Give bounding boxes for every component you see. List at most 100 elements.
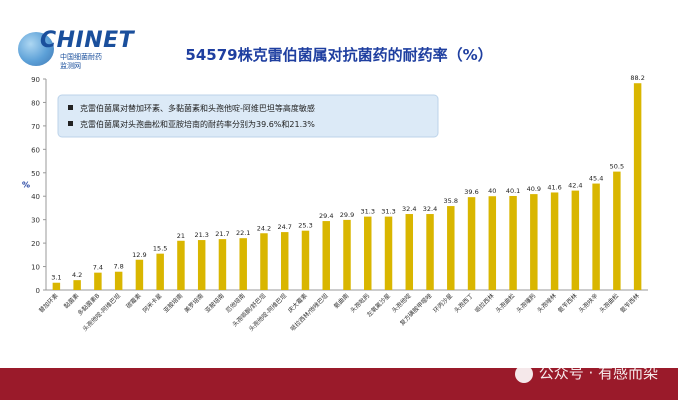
bar — [405, 214, 414, 290]
bar — [550, 192, 559, 290]
bar — [114, 271, 123, 290]
bar — [592, 183, 600, 290]
watermark-text: 公众号 · 有感而染 — [538, 364, 658, 382]
y-tick-label: 70 — [31, 123, 40, 131]
x-tick-label: 头孢西丁 — [452, 292, 475, 315]
bar — [447, 206, 455, 290]
x-tick-label: 替加环素 — [37, 292, 60, 315]
x-tick-label: 阿米卡星 — [141, 292, 164, 315]
x-tick-label: 氨苄西林 — [618, 292, 641, 315]
annotation-line-1: 克雷伯菌属对替加环素、多黏菌素和头孢他啶-阿维巴坦等高度敏感 — [80, 103, 315, 113]
bar — [218, 239, 227, 290]
bar — [488, 196, 497, 290]
logo-subtitle: 中国细菌耐药 — [60, 53, 102, 61]
bar — [571, 190, 580, 290]
bar — [94, 272, 102, 290]
logo-name: CHINET — [40, 28, 135, 53]
bar — [73, 280, 81, 290]
bar-value-label: 3.1 — [51, 274, 61, 282]
x-tick-label: 氨苄西林 — [556, 292, 579, 315]
bar-value-label: 29.4 — [319, 212, 333, 220]
y-tick-label: 40 — [31, 193, 40, 201]
logo-subtitle-2: 监测网 — [60, 62, 81, 70]
bar — [280, 232, 289, 290]
wechat-icon — [514, 364, 533, 383]
bar — [260, 233, 268, 290]
annotation-line-2: 克雷伯菌属对头孢曲松和亚胺培南的耐药率分别为39.6%和21.3% — [80, 119, 315, 129]
bar — [613, 171, 621, 290]
bar — [530, 194, 538, 290]
bar-value-label: 21.3 — [194, 231, 208, 239]
bullet-icon — [68, 105, 73, 110]
bullet-icon — [68, 121, 73, 126]
x-tick-label: 哌拉西林/他唑巴坦 — [289, 292, 330, 333]
y-tick-label: 50 — [31, 170, 40, 178]
bar-value-label: 35.8 — [444, 197, 458, 205]
y-tick-label: 20 — [31, 240, 40, 248]
bar-value-label: 4.2 — [72, 271, 82, 279]
footer-band — [0, 368, 678, 400]
bar — [135, 259, 144, 290]
x-tick-label: 美罗培南 — [182, 292, 205, 315]
bar — [177, 240, 185, 290]
y-tick-label: 10 — [31, 264, 40, 272]
bar — [322, 221, 330, 290]
bar-value-label: 32.4 — [402, 205, 416, 213]
x-tick-label: 亚胺培南 — [203, 292, 226, 315]
bar-value-label: 25.3 — [298, 222, 312, 230]
bar-value-label: 29.9 — [340, 211, 354, 219]
bar — [239, 238, 247, 290]
bar-value-label: 45.4 — [589, 175, 603, 183]
watermark: 公众号 · 有感而染 — [514, 362, 658, 383]
bar-value-label: 24.7 — [277, 223, 291, 231]
chart-title: 54579株克雷伯菌属对抗菌药的耐药率（%） — [185, 46, 493, 64]
x-tick-label: 头孢他啶-阿维巴坦 — [81, 292, 122, 333]
bar-value-label: 31.3 — [381, 208, 395, 216]
bar-value-label: 50.5 — [610, 163, 624, 171]
bar-value-label: 31.3 — [361, 208, 375, 216]
bar-value-label: 12.9 — [132, 251, 146, 259]
x-tick-label: 哌拉西林 — [473, 292, 496, 315]
bar-value-label: 21.7 — [215, 230, 229, 238]
bar — [301, 230, 310, 290]
x-tick-label: 头孢唑林 — [535, 292, 558, 315]
bar — [156, 253, 164, 290]
bar-value-label: 88.2 — [630, 74, 644, 82]
bar — [364, 216, 372, 290]
x-tick-label: 碳霉素 — [124, 292, 142, 310]
globe-icon — [18, 32, 54, 66]
x-tick-label: 头孢噻肟 — [515, 292, 538, 315]
bar-value-label: 41.6 — [547, 183, 561, 191]
bar — [384, 216, 393, 290]
bar — [197, 240, 206, 290]
y-tick-label: 90 — [31, 76, 40, 84]
bar-value-label: 40.1 — [506, 187, 520, 195]
x-tick-label: 亚胺培南 — [162, 292, 185, 315]
bar — [52, 282, 61, 290]
value-labels: 3.1 4.2 7.4 7.8 12.9 15.5 21 21.3 21.7 22.1 24.2 24… — [51, 74, 645, 282]
bar-value-label: 42.4 — [568, 182, 582, 190]
bar — [509, 195, 517, 290]
y-axis-label: % — [22, 181, 30, 190]
bar — [633, 83, 642, 290]
x-tick-label: 头孢曲松 — [598, 292, 621, 315]
annotation-background — [57, 94, 439, 138]
y-tick-label: 80 — [31, 99, 40, 107]
y-tick-label: 30 — [31, 217, 40, 225]
bar-value-label: 22.1 — [236, 229, 250, 237]
bar-value-label: 21 — [177, 232, 185, 240]
y-tick-label: 60 — [31, 146, 40, 154]
y-tick-label: 0 — [36, 287, 40, 295]
bar-value-label: 39.6 — [464, 188, 478, 196]
bar-value-label: 40.9 — [527, 185, 541, 193]
x-tick-label: 氨曲南 — [332, 292, 350, 310]
x-tick-label: 头孢曲松 — [494, 292, 517, 315]
x-tick-label: 环丙沙星 — [432, 292, 454, 314]
bar-value-label: 32.4 — [423, 205, 437, 213]
bar-value-label: 40 — [488, 187, 496, 195]
bar-value-label: 15.5 — [153, 245, 167, 253]
bar-series — [52, 83, 642, 290]
bar — [426, 214, 434, 290]
